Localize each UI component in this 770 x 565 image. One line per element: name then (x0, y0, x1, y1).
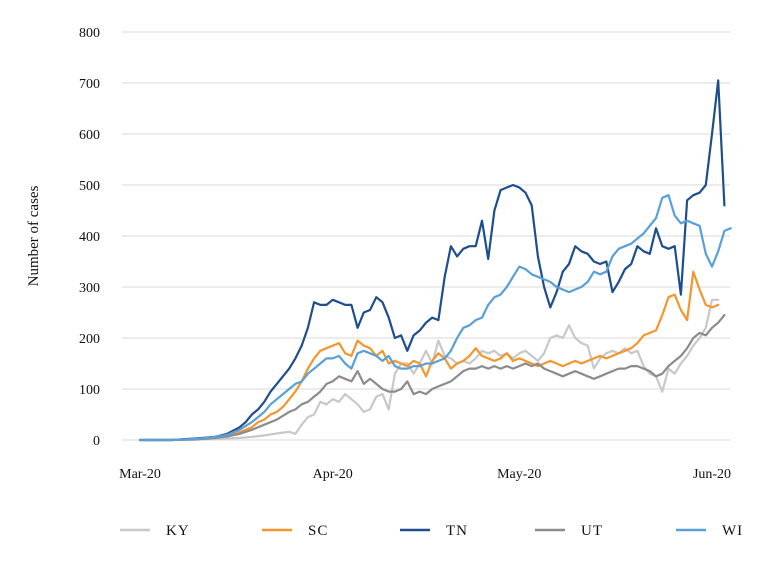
x-tick-label: Jun-20 (693, 467, 731, 482)
legend-label-ky: KY (166, 523, 190, 539)
y-tick-label: 300 (79, 281, 100, 296)
series-lines (138, 79, 732, 442)
x-tick-label: Apr-20 (313, 467, 353, 482)
series-line-ky (138, 298, 720, 442)
y-tick-label: 100 (79, 383, 100, 398)
legend-label-wi: WI (722, 523, 743, 539)
y-tick-label: 800 (79, 26, 100, 41)
series-line-ut (138, 314, 726, 442)
y-axis-title: Number of cases (26, 185, 42, 286)
y-tick-label: 500 (79, 179, 100, 194)
y-tick-label: 200 (79, 332, 100, 347)
legend-label-sc: SC (308, 523, 328, 539)
legend-label-ut: UT (581, 523, 603, 539)
x-tick-label: May-20 (497, 467, 541, 482)
legend: KY SC TN UT WI (120, 523, 743, 539)
y-tick-label: 700 (79, 77, 100, 92)
y-axis-ticks: 0 100 200 300 400 500 600 700 800 (79, 26, 100, 449)
series-line-tn (138, 79, 726, 442)
x-tick-label: Mar-20 (119, 467, 161, 482)
y-tick-label: 0 (93, 434, 100, 449)
series-line-wi (138, 194, 732, 442)
y-tick-label: 400 (79, 230, 100, 245)
legend-label-tn: TN (446, 523, 468, 539)
series-line-sc (138, 270, 720, 442)
gridlines (122, 31, 730, 441)
y-tick-label: 600 (79, 128, 100, 143)
x-axis-ticks: Mar-20 Apr-20 May-20 Jun-20 (119, 467, 731, 482)
